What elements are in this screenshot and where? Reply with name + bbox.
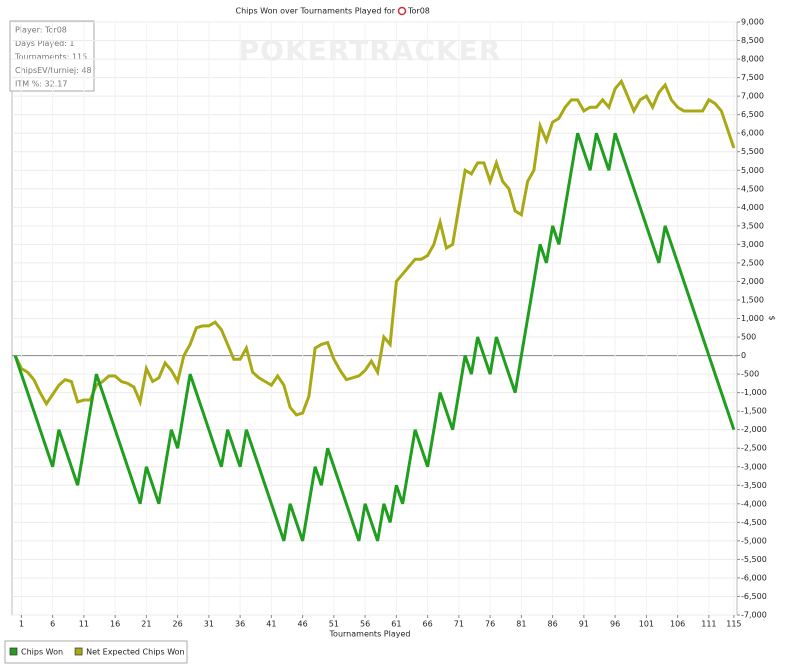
x-tick-label: 56 (360, 620, 370, 629)
y-tick-label: 2,500 (741, 258, 764, 267)
x-tick-label: 101 (639, 620, 654, 629)
x-tick-label: 31 (204, 620, 214, 629)
y-tick-label: 4,500 (741, 184, 764, 193)
y-axis-label: $ (768, 315, 777, 320)
x-tick-label: 96 (610, 620, 620, 629)
x-tick-label: 111 (701, 620, 716, 629)
y-tick-label: -6,500 (741, 592, 767, 601)
title-icon (397, 6, 407, 16)
y-tick-label: -3,500 (741, 481, 767, 490)
x-tick-label: 41 (266, 620, 276, 629)
chart-title: Chips Won over Tournaments Played for (236, 7, 396, 16)
x-tick-label: 86 (548, 620, 558, 629)
legend-swatch (74, 647, 83, 656)
x-tick-label: 6 (50, 620, 55, 629)
y-tick-label: -6,000 (741, 573, 767, 582)
legend-label: Chips Won (21, 648, 63, 657)
y-tick-label: -5,500 (741, 555, 767, 564)
x-tick-label: 106 (670, 620, 685, 629)
x-tick-label: 115 (726, 620, 741, 629)
y-tick-label: -4,000 (741, 499, 767, 508)
y-tick-label: -4,500 (741, 518, 767, 527)
y-tick-label: 1,000 (741, 314, 764, 323)
stat-line: Tournaments: 115 (14, 53, 87, 62)
y-tick-label: -1,500 (741, 407, 767, 416)
stat-line: ITM %: 32.17 (15, 80, 67, 89)
y-tick-label: 6,000 (741, 129, 764, 138)
x-tick-label: 76 (485, 620, 495, 629)
y-tick-label: 5,500 (741, 147, 764, 156)
y-tick-label: -2,000 (741, 425, 767, 434)
y-tick-label: 9,000 (741, 18, 764, 27)
x-tick-label: 1 (19, 620, 24, 629)
series-line (13, 132, 736, 542)
series-line (13, 78, 736, 417)
y-tick-label: -1,000 (741, 388, 767, 397)
y-tick-label: 3,000 (741, 240, 764, 249)
x-tick-label: 16 (110, 620, 120, 629)
y-tick-label: 5,000 (741, 166, 764, 175)
y-tick-label: 1,500 (741, 295, 764, 304)
y-tick-label: 3,500 (741, 221, 764, 230)
y-tick-label: -2,500 (741, 444, 767, 453)
y-tick-label: 7,500 (741, 73, 764, 82)
x-tick-label: 81 (516, 620, 526, 629)
x-tick-label: 61 (391, 620, 401, 629)
x-tick-label: 21 (141, 620, 151, 629)
stats-box (9, 20, 95, 92)
y-tick-label: -500 (741, 370, 759, 379)
y-tick-label: 4,000 (741, 203, 764, 212)
y-tick-label: 6,500 (741, 110, 764, 119)
y-tick-label: 8,000 (741, 55, 764, 64)
y-tick-label: 8,500 (741, 36, 764, 45)
y-tick-label: 2,000 (741, 277, 764, 286)
legend (4, 640, 188, 664)
x-tick-label: 11 (79, 620, 89, 629)
stat-line: Player: Tor08 (15, 26, 67, 35)
watermark: POKERTRACKER (239, 34, 502, 67)
x-axis-label: Tournaments Played (329, 630, 411, 639)
y-tick-label: -7,000 (741, 611, 767, 620)
legend-swatch (9, 647, 18, 656)
x-tick-label: 71 (454, 620, 464, 629)
x-tick-label: 51 (329, 620, 339, 629)
x-tick-label: 66 (423, 620, 433, 629)
stat-line: ChipsEV/turniej: 48 (15, 66, 92, 75)
y-tick-label: 7,000 (741, 92, 764, 101)
x-tick-label: 46 (298, 620, 308, 629)
chart-title-name: Tor08 (407, 7, 430, 16)
y-tick-label: -3,000 (741, 462, 767, 471)
stat-line: Days Played: 1 (15, 39, 75, 48)
y-tick-label: 0 (741, 351, 746, 360)
x-tick-label: 26 (173, 620, 183, 629)
y-tick-label: 500 (741, 333, 756, 342)
legend-label: Net Expected Chips Won (86, 648, 185, 657)
x-tick-label: 91 (579, 620, 589, 629)
x-tick-label: 36 (235, 620, 245, 629)
y-tick-label: -5,000 (741, 536, 767, 545)
